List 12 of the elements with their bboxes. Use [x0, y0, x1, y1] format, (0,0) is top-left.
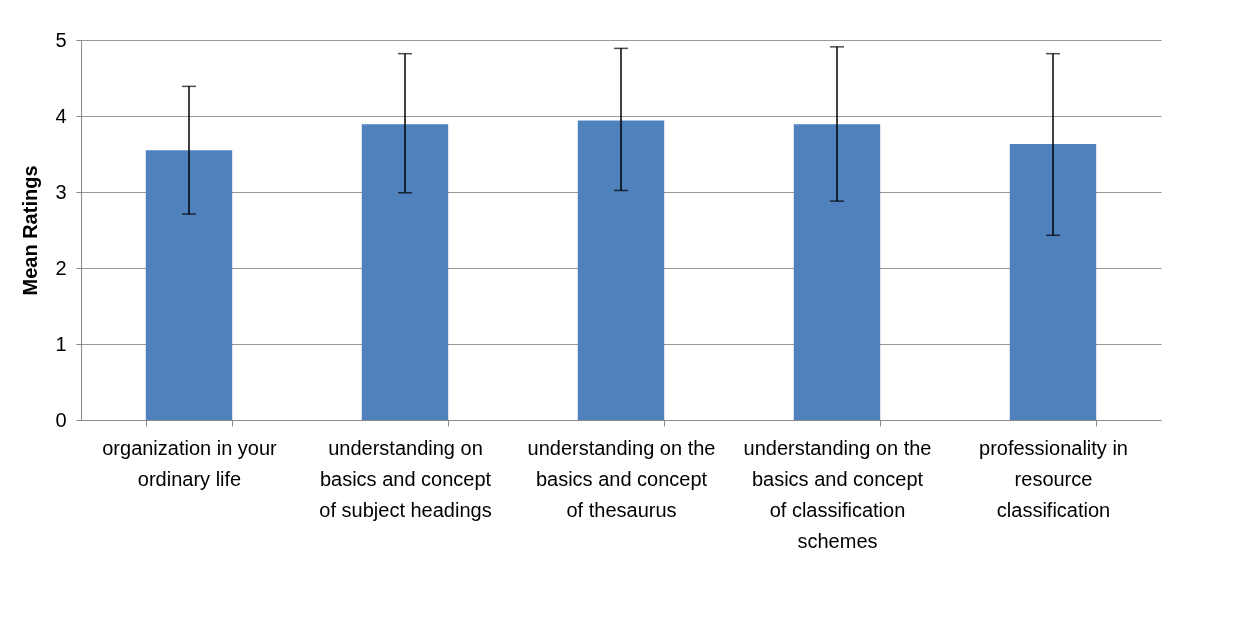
x-tick-label: understanding on the basics and concept of thesaurus — [527, 436, 716, 521]
y-tick-label: 4 — [55, 104, 67, 127]
y-tick-label: 1 — [55, 332, 67, 355]
y-tick-label: 2 — [55, 256, 67, 279]
x-tick-label: organization in your ordinary life — [102, 436, 278, 490]
x-tick-label: understanding on the basics and concept of classification schemes — [743, 436, 932, 552]
x-tick-label: understanding on basics and concept of subject headings — [319, 436, 492, 521]
y-tick-label: 5 — [55, 28, 67, 51]
y-tick-label: 3 — [55, 180, 67, 203]
y-tick-label: 0 — [55, 408, 67, 431]
y-axis-title: Mean Ratings — [19, 165, 42, 296]
x-tick-label: professionality in resource classification — [979, 436, 1128, 521]
